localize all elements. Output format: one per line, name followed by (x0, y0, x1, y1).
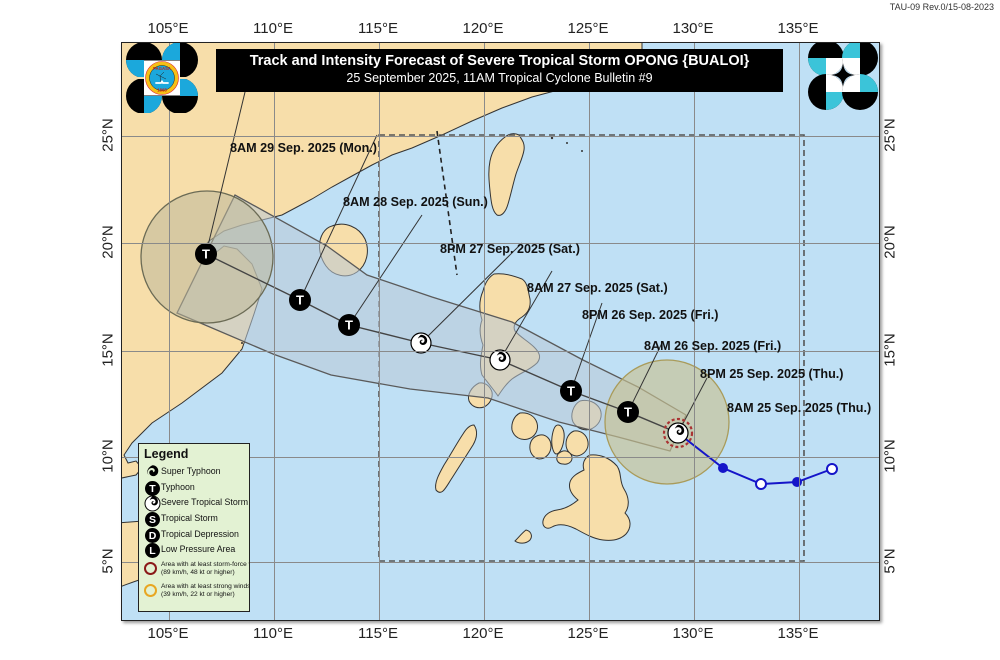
svg-text:D: D (149, 530, 157, 542)
svg-text:T: T (567, 384, 575, 399)
svg-text:1865: 1865 (157, 88, 167, 93)
svg-text:T: T (296, 293, 304, 308)
svg-text:T: T (624, 405, 632, 420)
svg-text:T: T (345, 318, 353, 333)
svg-text:L: L (149, 545, 156, 557)
svg-text:PAGASA: PAGASA (153, 66, 171, 71)
svg-text:T: T (149, 483, 156, 495)
svg-text:T: T (202, 247, 210, 262)
svg-text:S: S (149, 514, 156, 526)
